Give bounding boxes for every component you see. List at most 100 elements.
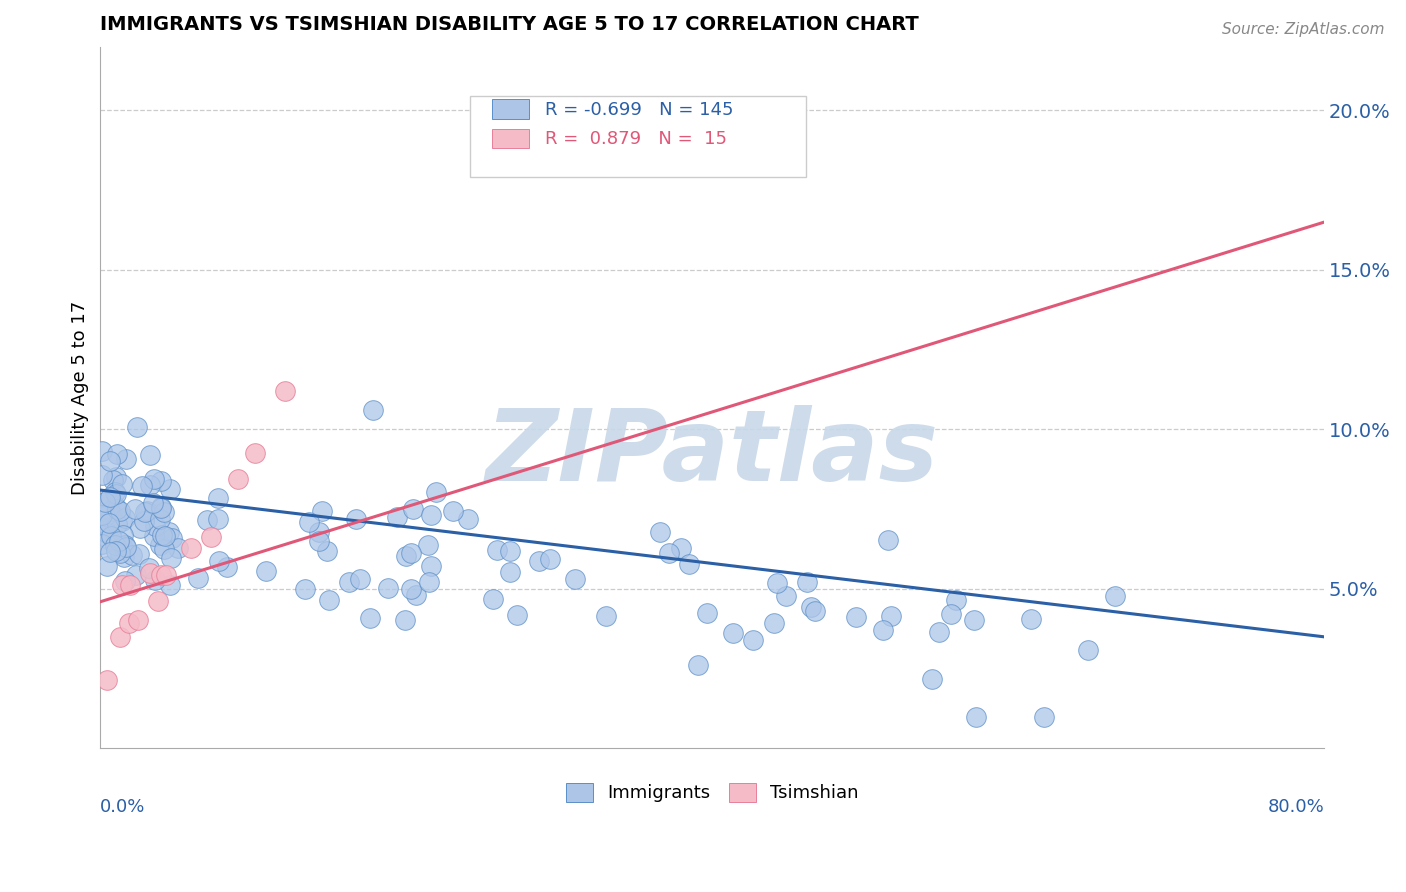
Point [799,599,821,614]
Point [418,538,440,552]
Point [880,609,903,624]
Point [395,549,418,564]
Point [318,592,340,607]
Text: R =  0.879   N =  15: R = 0.879 N = 15 [544,130,727,148]
Point [111,514,134,528]
Point [965,709,987,723]
Point [308,534,330,549]
Point [405,588,427,602]
Point [845,610,868,624]
Point [766,575,789,590]
Point [254,564,277,578]
Point [457,512,479,526]
Point [159,482,181,496]
Point [90,508,112,522]
Point [399,546,422,560]
Point [159,524,181,539]
Point [1019,611,1042,625]
Point [696,606,718,620]
Point [104,485,127,500]
Point [418,575,440,590]
Point [128,521,150,535]
Text: 0.0%: 0.0% [100,797,146,815]
Point [127,613,149,627]
Point [150,501,173,516]
Point [150,500,173,514]
Text: IMMIGRANTS VS TSIMSHIAN DISABILITY AGE 5 TO 17 CORRELATION CHART: IMMIGRANTS VS TSIMSHIAN DISABILITY AGE 5… [100,15,920,34]
Point [143,472,166,486]
Point [138,566,160,581]
Point [97,532,120,546]
FancyBboxPatch shape [492,128,529,148]
Point [1033,709,1056,723]
Point [155,568,177,582]
Point [678,557,700,571]
Point [200,531,222,545]
Point [90,443,112,458]
Point [110,546,132,560]
Point [344,512,367,526]
Point [337,575,360,590]
Point [499,544,522,558]
Point [111,541,134,556]
Point [763,616,786,631]
Point [105,470,128,484]
Point [108,533,131,548]
Point [658,545,681,559]
Point [93,524,115,538]
Point [153,529,176,543]
Point [499,566,522,580]
FancyBboxPatch shape [492,99,529,119]
Point [97,516,120,530]
Point [96,526,118,541]
Point [108,630,131,644]
Point [308,525,330,540]
Point [485,543,508,558]
Y-axis label: Disability Age 5 to 17: Disability Age 5 to 17 [72,301,89,495]
Point [134,505,156,519]
Point [111,578,134,592]
Point [419,559,441,574]
Point [146,594,169,608]
Point [359,611,381,625]
Point [124,502,146,516]
Point [1104,589,1126,603]
Point [152,505,174,519]
Point [939,607,962,621]
Point [245,446,267,460]
Point [527,554,550,568]
Point [688,658,710,673]
Point [796,575,818,590]
Point [105,502,128,516]
Point [195,513,218,527]
Legend: Immigrants, Tsimshian: Immigrants, Tsimshian [558,776,866,810]
Point [115,452,138,467]
Point [274,384,297,398]
Point [118,615,141,630]
Point [160,531,183,545]
Point [97,520,120,534]
Point [139,478,162,492]
Point [128,547,150,561]
Point [160,551,183,566]
Point [226,472,249,486]
Point [111,528,134,542]
Point [120,578,142,592]
Point [115,541,138,555]
Point [100,529,122,543]
Point [441,503,464,517]
Point [217,559,239,574]
Point [1077,642,1099,657]
Point [775,589,797,603]
Point [167,541,190,555]
Point [877,533,900,547]
Point [506,608,529,623]
Point [125,420,148,434]
Point [96,558,118,573]
Point [208,554,231,568]
Point [94,509,117,524]
Point [150,528,173,542]
Point [538,552,561,566]
Point [91,536,114,550]
Point [150,568,173,582]
